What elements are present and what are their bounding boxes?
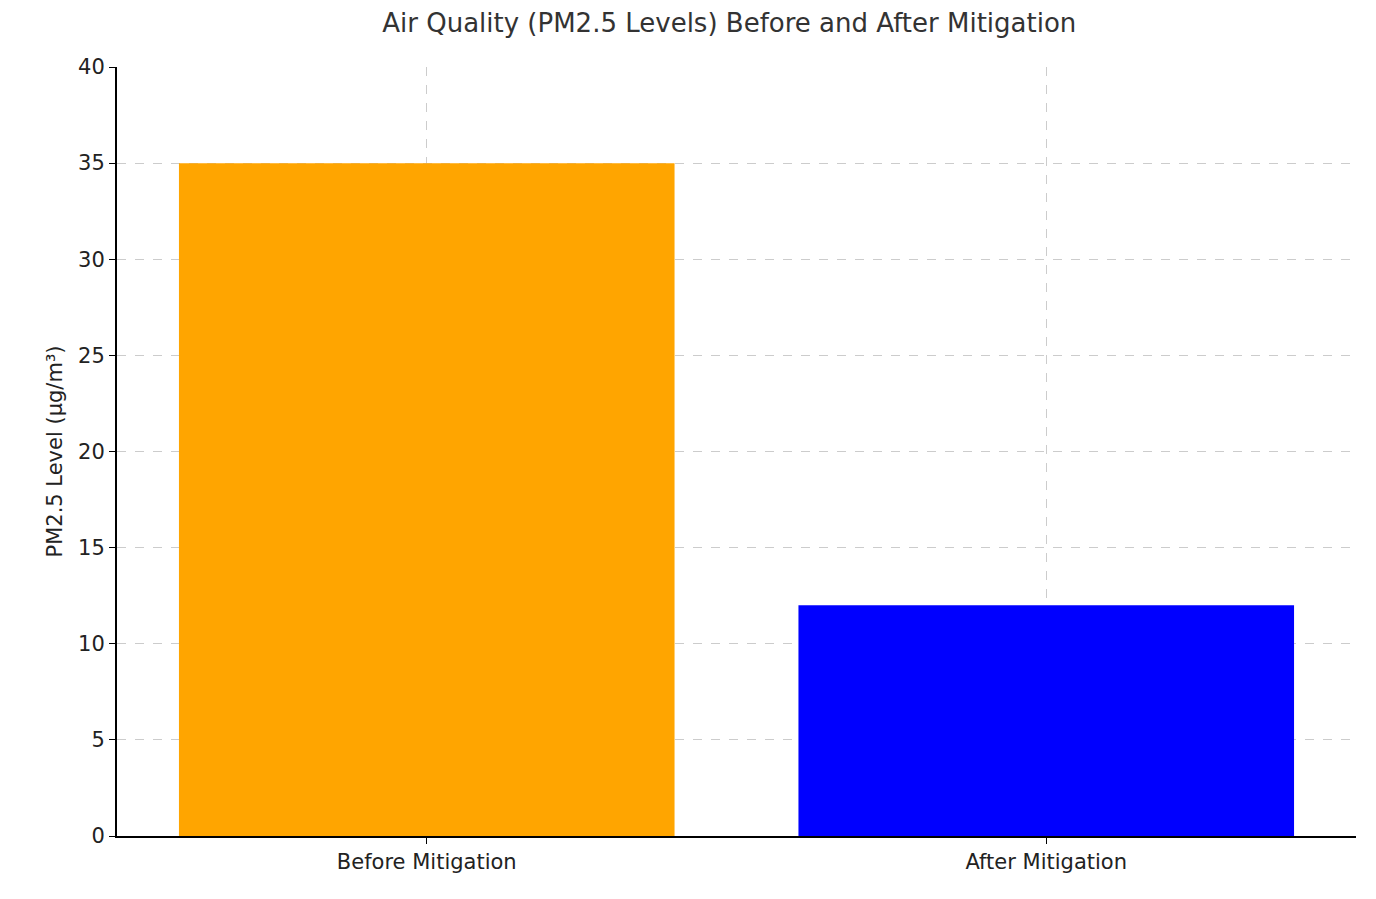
- svg-text:25: 25: [78, 344, 105, 368]
- svg-text:20: 20: [78, 440, 105, 464]
- svg-text:30: 30: [78, 248, 105, 272]
- svg-text:15: 15: [78, 536, 105, 560]
- svg-text:40: 40: [78, 55, 105, 79]
- svg-text:After Mitigation: After Mitigation: [965, 850, 1127, 874]
- svg-text:5: 5: [91, 728, 104, 752]
- svg-text:PM2.5 Level (µg/m³): PM2.5 Level (µg/m³): [43, 346, 67, 558]
- svg-text:Before Mitigation: Before Mitigation: [337, 850, 517, 874]
- svg-text:0: 0: [91, 824, 104, 848]
- svg-text:35: 35: [78, 151, 105, 175]
- svg-text:Air Quality (PM2.5 Levels) Bef: Air Quality (PM2.5 Levels) Before and Af…: [382, 8, 1076, 38]
- svg-text:10: 10: [78, 632, 105, 656]
